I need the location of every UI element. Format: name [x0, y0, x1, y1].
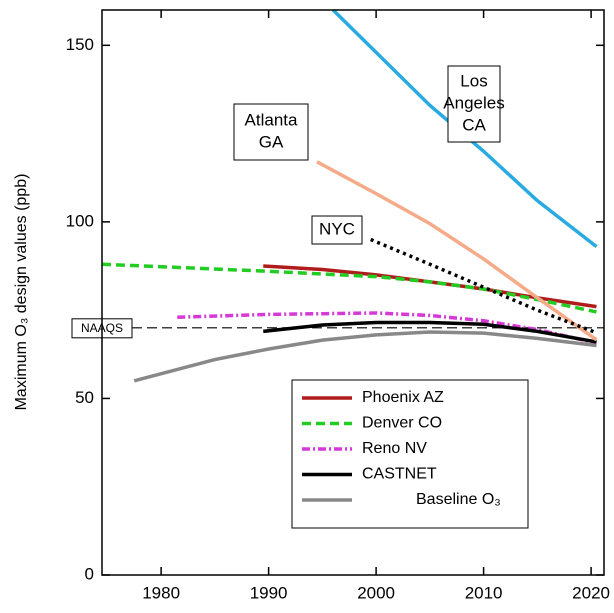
- y-tick-label: 100: [66, 211, 94, 230]
- data-line: [263, 320, 597, 344]
- annotation: Angeles: [443, 93, 504, 112]
- data-line: [102, 262, 597, 314]
- annotation: Atlanta: [245, 110, 298, 129]
- legend-label: Baseline O₃: [416, 491, 501, 508]
- annotation-box: [447, 65, 501, 143]
- data-line: [133, 330, 597, 383]
- annotation: NYC: [319, 219, 355, 238]
- y-tick-label: 150: [66, 35, 94, 54]
- data-line: [316, 160, 598, 342]
- data-line: [370, 237, 598, 335]
- x-tick-label: 1980: [142, 583, 180, 602]
- y-tick-label: 50: [75, 388, 94, 407]
- annotation-box: [233, 103, 309, 161]
- x-tick-label: 2020: [572, 583, 610, 602]
- annotation-box: [311, 215, 363, 245]
- y-tick-label: 0: [85, 564, 94, 583]
- data-line: [177, 311, 597, 345]
- annotation: CA: [462, 115, 486, 134]
- y-axis-label: Maximum O₃ design values (ppb): [13, 174, 30, 411]
- x-tick-label: 2010: [465, 583, 503, 602]
- legend-label: Reno NV: [362, 440, 427, 457]
- legend-label: Denver CO: [362, 415, 442, 432]
- x-tick-label: 1990: [250, 583, 288, 602]
- legend-label: Phoenix AZ: [362, 389, 444, 406]
- legend-label: CASTNET: [362, 466, 437, 483]
- x-tick-label: 2000: [357, 583, 395, 602]
- annotation: Los: [460, 71, 487, 90]
- annotation: GA: [259, 132, 284, 151]
- plot-frame: [101, 9, 605, 576]
- legend-box: [291, 379, 529, 529]
